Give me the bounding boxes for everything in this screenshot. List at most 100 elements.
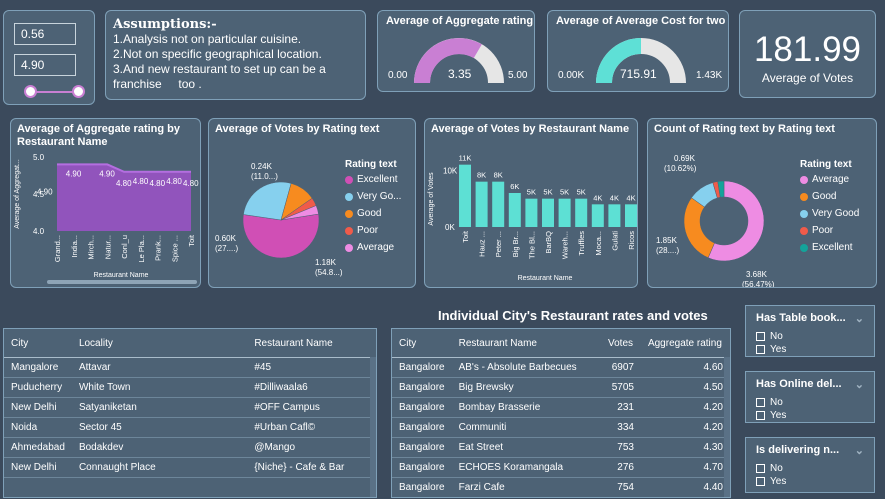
kpi-votes-card[interactable]: 181.99 Average of Votes (739, 10, 876, 98)
table-row[interactable]: Bangalore Bombay Brasserie 231 4.20 (392, 397, 730, 418)
gauge1-arc (414, 38, 504, 84)
table-row[interactable]: Ahmedabad Bodakdev @Mango (4, 437, 376, 458)
table-row[interactable]: Bangalore Communiti 334 4.20 (392, 417, 730, 438)
kpi-votes-value: 181.99 (753, 30, 862, 69)
checkbox[interactable] (756, 477, 765, 486)
chart3-data-label: 11K (459, 154, 472, 163)
filter-title-text: Has Table book... (756, 312, 846, 324)
chart3-bar (575, 198, 588, 227)
chart3-bar (475, 181, 488, 227)
chart1-xtick: Spice ... (170, 235, 179, 262)
table-city-votes[interactable]: City Restaurant Name Votes Aggregate rating… (391, 328, 731, 498)
checkbox[interactable] (756, 464, 765, 473)
chart-votes-by-rating-text[interactable]: Average of Votes by Rating text 0.24K (11… (208, 118, 416, 288)
filter-option[interactable]: No (756, 463, 864, 474)
chart2-slice (280, 205, 319, 221)
chart1-ytick: 5.0 (33, 153, 45, 162)
chart1-data-label: 4.80 (133, 177, 149, 186)
table2-header[interactable]: City (392, 329, 452, 358)
filter-slicer[interactable]: Is delivering n... ⌄ No Yes (745, 437, 875, 493)
table-row[interactable]: Bangalore Farzi Cafe 754 4.40 (392, 477, 730, 497)
section-title: Individual City's Restaurant rates and v… (438, 308, 708, 323)
chart2-slice (242, 213, 320, 259)
filter-option[interactable]: Yes (756, 476, 864, 487)
filter-slicer[interactable]: Has Table book... ⌄ No Yes (745, 305, 875, 357)
chart2-legend-title: Rating text (345, 159, 397, 170)
table1-cell: #Urban Cafl© (247, 417, 376, 438)
chart2-legend-item[interactable]: Poor (345, 225, 401, 236)
table2-header[interactable]: Votes (601, 329, 641, 358)
checkbox[interactable] (756, 398, 765, 407)
table-row[interactable]: Mangalore Attavar #45 (4, 357, 376, 378)
table2-cell: 231 (601, 397, 641, 418)
filter-option[interactable]: Yes (756, 410, 864, 421)
table-row[interactable]: Bangalore AB's - Absolute Barbecues 6907 4.… (392, 357, 730, 378)
chart2-legend-item[interactable]: Excellent (345, 174, 401, 185)
table2-header[interactable]: Aggregate rating (640, 329, 730, 358)
table-city-locality[interactable]: City Locality Restaurant Name Mangalore Atta… (3, 328, 377, 498)
chevron-down-icon[interactable]: ⌄ (854, 313, 864, 325)
chart4-legend[interactable]: Rating text Average Good Very Good Poor Exce… (800, 159, 859, 259)
chart4-legend-item[interactable]: Average (800, 174, 859, 185)
filter-option[interactable]: No (756, 397, 864, 408)
chart4-legend-item[interactable]: Poor (800, 225, 859, 236)
chart4-legend-item[interactable]: Very Good (800, 208, 859, 219)
table1-cell: New Delhi (4, 457, 72, 478)
chart4-legend-item[interactable]: Good (800, 191, 859, 202)
chart1-xtick: Conl_u (120, 235, 129, 259)
table-row[interactable]: Noida Sector 45 #Urban Cafl© (4, 417, 376, 438)
gauge2-arc (596, 38, 686, 84)
gauge1-max: 5.00 (508, 70, 528, 81)
table-row[interactable]: Bangalore Eat Street 753 4.30 (392, 437, 730, 458)
table1-header[interactable]: City (4, 329, 72, 358)
table2-header[interactable]: Restaurant Name (451, 329, 601, 358)
filter-option-label: Yes (770, 410, 787, 421)
range-min-input[interactable]: 0.56 (14, 23, 76, 45)
chart-count-by-rating-text[interactable]: Count of Rating text by Rating text 0.69… (647, 118, 877, 288)
filter-slicer[interactable]: Has Online del... ⌄ No Yes (745, 371, 875, 423)
checkbox[interactable] (756, 411, 765, 420)
table1-cell: {Niche} - Cafe & Bar (247, 457, 376, 478)
chart1-data-label: 4.90 (66, 169, 82, 178)
table-row[interactable]: Bangalore ECHOES Koramangala 276 4.70 (392, 457, 730, 478)
chart4-label: (10.62%) (664, 164, 697, 173)
legend-dot-icon (345, 226, 353, 235)
table-row[interactable]: Puducherry White Town #Dilliwaala6 (4, 377, 376, 398)
table1-header[interactable]: Locality (71, 329, 248, 358)
chart4-legend-item[interactable]: Excellent (800, 242, 859, 253)
chart3-xlabel: Restaurant Name (518, 275, 573, 282)
table2-cell: 5705 (601, 377, 641, 398)
table1-header[interactable]: Restaurant Name (247, 329, 376, 358)
chevron-down-icon[interactable]: ⌄ (854, 379, 864, 391)
chart-votes-by-restaurant[interactable]: Average of Votes by Restaurant Name 11K T… (424, 118, 638, 288)
legend-dot-icon (800, 209, 808, 218)
filter-option[interactable]: Yes (756, 344, 864, 355)
range-max-input[interactable]: 4.90 (14, 54, 76, 76)
chart3-xtick: Toit (461, 230, 470, 243)
chart1-scrollbar (47, 280, 197, 284)
table-row[interactable]: New Delhi Connaught Place {Niche} - Cafe &… (4, 457, 376, 478)
table2-cell: AB's - Absolute Barbecues (451, 357, 601, 378)
checkbox[interactable] (756, 332, 765, 341)
filter-option[interactable]: No (756, 331, 864, 342)
range-min-handle[interactable] (24, 85, 37, 98)
rating-range-slicer: 0.56 4.90 (3, 10, 95, 105)
range-max-handle[interactable] (72, 85, 85, 98)
chart3-data-label: 4K (626, 193, 635, 202)
gauge-average-cost[interactable]: Average of Average Cost for two 0.00K 71… (547, 10, 729, 92)
table1-scrollbar[interactable] (370, 357, 376, 497)
chevron-down-icon[interactable]: ⌄ (854, 445, 864, 457)
chart2-legend-item[interactable]: Very Go... (345, 191, 401, 202)
table-row[interactable]: Bangalore Big Brewsky 5705 4.50 (392, 377, 730, 398)
table2-scrollbar[interactable] (724, 357, 730, 497)
table1-cell: Attavar (71, 357, 248, 378)
chart2-legend-item[interactable]: Average (345, 242, 401, 253)
chart-rating-by-restaurant[interactable]: Average of Aggregate rating by Restauran… (10, 118, 201, 288)
table2-cell: Bangalore (392, 457, 452, 478)
filter-option-label: No (770, 397, 783, 408)
chart2-legend-item[interactable]: Good (345, 208, 401, 219)
checkbox[interactable] (756, 345, 765, 354)
gauge-aggregate-rating[interactable]: Average of Aggregate rating 0.00 3.35 5.… (377, 10, 535, 92)
table-row[interactable]: New Delhi Satyaniketan #OFF Campus (4, 397, 376, 418)
chart2-legend[interactable]: Rating text Excellent Very Go... Good Poor A… (345, 159, 401, 259)
